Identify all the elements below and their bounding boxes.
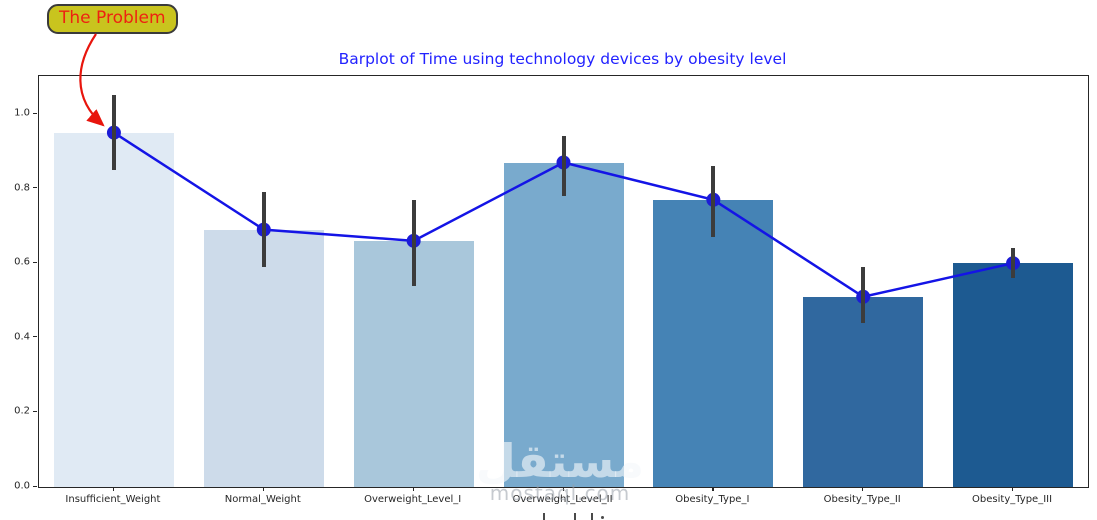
- xtick-label-Normal_Weight: Normal_Weight: [224, 494, 301, 505]
- xtick-label-Insufficient_Weight: Insufficient_Weight: [65, 494, 161, 505]
- ytick-label-0.0: 0.0: [14, 480, 30, 492]
- errorbar-Insufficient_Weight: [111, 95, 116, 170]
- errorbar-Normal_Weight: [261, 192, 266, 267]
- xtick-mark: [562, 487, 564, 491]
- bar-Overweight_Level_II: [503, 162, 624, 487]
- errorbar-Obesity_Type_II: [861, 266, 866, 323]
- annotation-the-problem: The Problem: [47, 4, 178, 34]
- xtick-label-Obesity_Type_III: Obesity_Type_III: [972, 494, 1053, 505]
- ytick-mark: [33, 261, 37, 263]
- xtick-mark: [712, 487, 714, 491]
- bar-Obesity_Type_II: [803, 296, 924, 487]
- ytick-mark: [33, 187, 37, 189]
- xtick-label-Overweight_Level_I: Overweight_Level_I: [364, 494, 462, 505]
- ytick-label-0.8: 0.8: [14, 182, 30, 194]
- bar-Obesity_Type_I: [653, 199, 774, 487]
- ytick-mark: [33, 336, 37, 338]
- ytick-label-0.2: 0.2: [14, 405, 30, 417]
- bar-Insufficient_Weight: [53, 132, 174, 487]
- ytick-label-0.6: 0.6: [14, 256, 30, 268]
- errorbar-Overweight_Level_II: [561, 136, 566, 197]
- ytick-mark: [33, 112, 37, 114]
- ytick-label-0.4: 0.4: [14, 331, 30, 343]
- bar-Obesity_Type_III: [953, 263, 1074, 487]
- bar-Normal_Weight: [203, 229, 324, 487]
- xtick-mark: [1012, 487, 1014, 491]
- xtick-label-Obesity_Type_II: Obesity_Type_II: [823, 494, 901, 505]
- xtick-mark: [862, 487, 864, 491]
- annotation-label: The Problem: [59, 8, 166, 28]
- errorbar-Overweight_Level_I: [411, 199, 416, 286]
- chart-title: Barplot of Time using technology devices…: [338, 50, 787, 68]
- ytick-mark: [33, 410, 37, 413]
- ytick-label-1.0: 1.0: [14, 107, 30, 119]
- xtick-label-Overweight_Level_II: Overweight_Level_II: [512, 494, 613, 505]
- xtick-mark: [412, 487, 414, 491]
- ytick-mark: [33, 485, 37, 487]
- xtick-mark: [112, 487, 115, 491]
- plot-area: [38, 75, 1089, 488]
- errorbar-Obesity_Type_III: [1011, 248, 1016, 279]
- xtick-mark: [262, 487, 264, 491]
- errorbar-Obesity_Type_I: [711, 166, 716, 238]
- xtick-label-Obesity_Type_I: Obesity_Type_I: [675, 494, 750, 505]
